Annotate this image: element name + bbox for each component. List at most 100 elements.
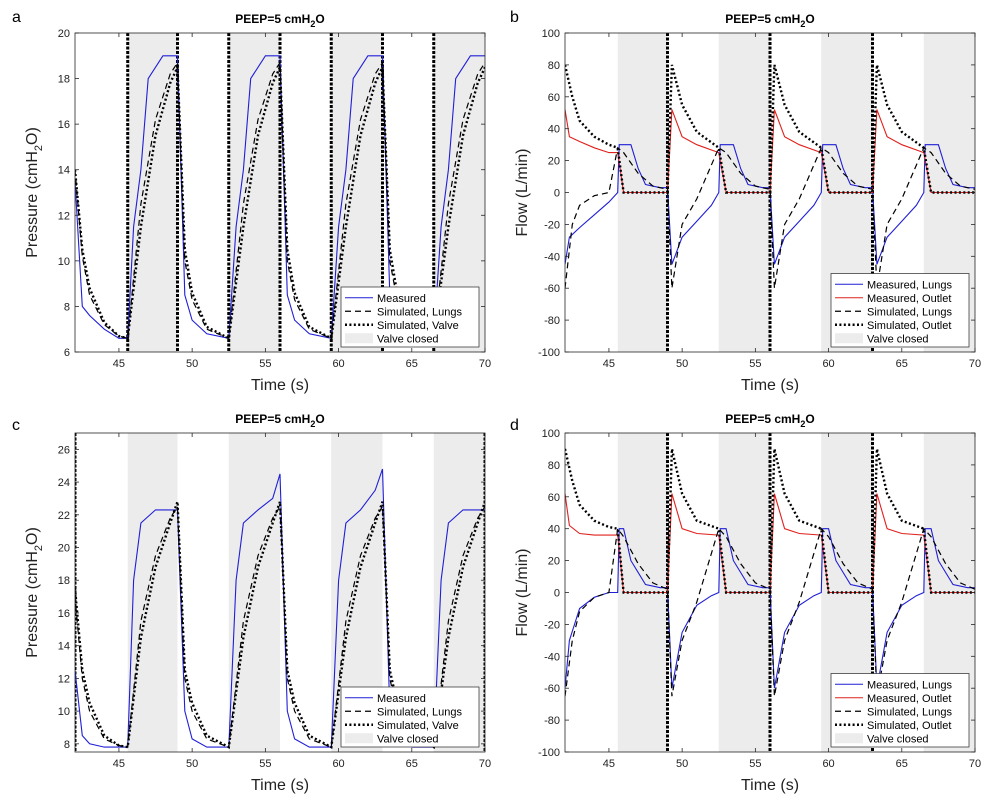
legend-label: Measured, Lungs: [867, 679, 952, 691]
x-tick-label: 45: [113, 358, 125, 370]
y-axis-label-sub: 2: [33, 545, 45, 551]
y-axis-label-sub: 2: [33, 145, 45, 151]
y-tick-label: 20: [548, 556, 560, 568]
y-tick-label: -20: [544, 219, 560, 231]
y-tick-label: 12: [58, 673, 70, 685]
y-axis-label-tail: O): [24, 527, 41, 545]
panel-letter: d: [510, 417, 519, 434]
x-tick-label: 70: [969, 758, 981, 770]
panel-title-main: PEEP=5 cmH: [725, 12, 800, 26]
valve-closed-region: [228, 433, 280, 752]
panel-title-sub: 2: [800, 419, 805, 429]
y-tick-label: -100: [538, 747, 560, 759]
x-tick-label: 55: [259, 758, 271, 770]
y-tick-label: -60: [544, 283, 560, 295]
y-tick-label: 100: [542, 28, 560, 40]
panel-title-main: PEEP=5 cmH: [235, 412, 310, 426]
y-tick-label: -80: [544, 715, 560, 727]
panel-d: 45 50 55 60 65 70 -100 -80 -60 -40 -20 0 20 40 60 80 100…: [510, 412, 981, 794]
legend-label: Simulated, Outlet: [867, 720, 951, 732]
panel-title: PEEP=5 cmH2O: [725, 412, 814, 429]
legend-label: Simulated, Lungs: [377, 306, 462, 318]
y-tick-label: -40: [544, 251, 560, 263]
legend-label: Simulated, Valve: [377, 720, 459, 732]
y-axis-label-main: Pressure (cmH: [24, 151, 41, 258]
y-tick-label: 40: [548, 124, 560, 136]
x-tick-label: 55: [749, 758, 761, 770]
y-tick-label: 0: [554, 588, 560, 600]
x-tick-label: 65: [896, 358, 908, 370]
series-line: [75, 60, 485, 340]
panel-title-main: PEEP=5 cmH: [725, 412, 800, 426]
y-tick-label: 20: [58, 543, 70, 555]
x-axis-label: Time (s): [741, 377, 799, 394]
legend: Measured, Lungs Measured, Outlet Simulated…: [830, 673, 970, 748]
axes-frame: [74, 32, 486, 353]
y-tick-label: 16: [58, 608, 70, 620]
x-tick-label: 50: [676, 358, 688, 370]
x-tick-label: 65: [896, 758, 908, 770]
y-tick-label: -80: [544, 315, 560, 327]
legend-label: Measured, Outlet: [867, 693, 951, 705]
x-tick-label: 60: [822, 758, 834, 770]
series-line: [565, 527, 975, 697]
x-tick-label: 60: [332, 758, 344, 770]
panel-title-main: PEEP=5 cmH: [235, 12, 310, 26]
y-tick-label: 10: [58, 706, 70, 718]
y-tick-label: -40: [544, 651, 560, 663]
y-tick-label: 20: [548, 156, 560, 168]
y-tick-label: 14: [58, 641, 70, 653]
valve-closed-region: [127, 433, 178, 752]
legend-label: Simulated, Valve: [377, 320, 459, 332]
legend-label: Simulated, Lungs: [867, 306, 952, 318]
x-tick-label: 50: [676, 758, 688, 770]
legend-label: Measured, Outlet: [867, 293, 951, 305]
panel-title-sub: 2: [800, 19, 805, 29]
panel-title: PEEP=5 cmH2O: [725, 12, 814, 29]
x-tick-label: 50: [186, 358, 198, 370]
y-axis-label: Pressure (cmH2O): [24, 527, 45, 658]
y-tick-label: 80: [548, 460, 560, 472]
y-axis-label-main: Flow (L/min): [514, 148, 531, 236]
legend-label: Simulated, Lungs: [377, 706, 462, 718]
y-tick-label: 8: [64, 301, 70, 313]
x-tick-label: 70: [479, 758, 491, 770]
y-tick-label: -20: [544, 619, 560, 631]
x-tick-label: 70: [969, 358, 981, 370]
y-axis-label: Flow (L/min): [514, 548, 531, 636]
legend-swatch: [345, 333, 373, 344]
panel-title: PEEP=5 cmH2O: [235, 412, 324, 429]
y-tick-label: 24: [58, 477, 70, 489]
y-tick-label: 100: [542, 428, 560, 440]
y-tick-label: -60: [544, 683, 560, 695]
y-axis-label-main: Pressure (cmH: [24, 551, 41, 658]
x-axis-label: Time (s): [251, 377, 309, 394]
y-tick-label: 60: [548, 92, 560, 104]
y-tick-label: 40: [548, 524, 560, 536]
plot-lines: [565, 33, 975, 352]
series-line: [565, 146, 975, 289]
x-tick-label: 50: [186, 758, 198, 770]
series-line: [565, 493, 975, 594]
panel-title-tail: O: [315, 12, 324, 26]
x-tick-label: 60: [822, 358, 834, 370]
y-tick-label: 12: [58, 210, 70, 222]
panel-title-tail: O: [805, 12, 814, 26]
series-line: [565, 64, 975, 194]
y-tick-label: 26: [58, 444, 70, 456]
series-line: [75, 66, 485, 341]
x-tick-label: 60: [332, 358, 344, 370]
series-line: [565, 448, 975, 594]
legend-label: Valve closed: [377, 333, 439, 345]
y-tick-label: 16: [58, 119, 70, 131]
panel-title-tail: O: [805, 412, 814, 426]
panel-title-sub: 2: [310, 19, 315, 29]
y-tick-label: 8: [64, 739, 70, 751]
x-tick-label: 55: [749, 358, 761, 370]
y-tick-label: 20: [58, 28, 70, 40]
y-axis-label-tail: O): [24, 127, 41, 145]
legend-label: Measured: [377, 693, 426, 705]
y-tick-label: 6: [64, 347, 70, 359]
